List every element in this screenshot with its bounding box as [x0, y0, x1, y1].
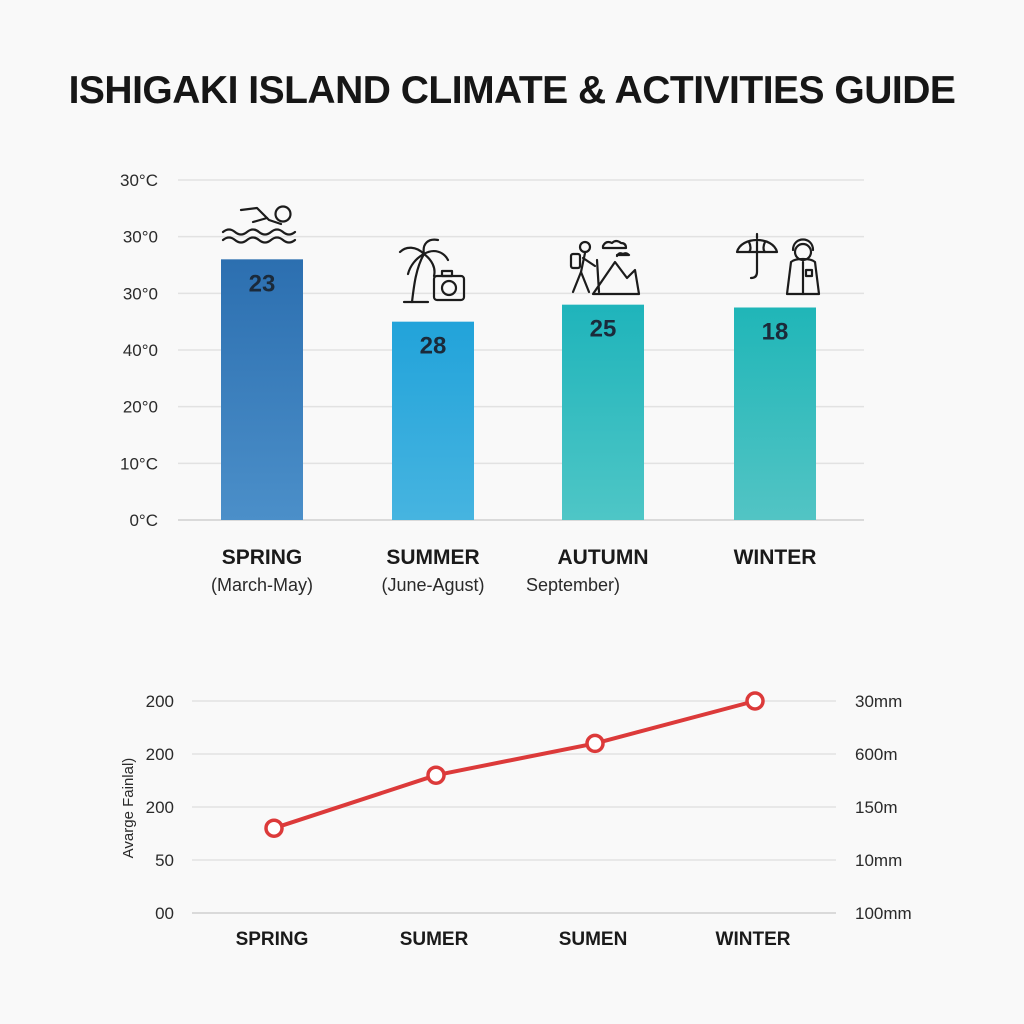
bar-category-label: SPRING: [222, 546, 303, 569]
line-chart-gridlines: [192, 700, 836, 914]
bar-category-label: WINTER: [734, 546, 817, 569]
bar-y-tick-label: 20°0: [123, 398, 158, 417]
line-category-label: SUMER: [400, 929, 469, 950]
line-left-tick-label: 200: [146, 692, 174, 711]
bar-chart-bars: [221, 259, 816, 520]
hiker-mountain-icon: [569, 239, 641, 296]
umbrella-raincoat-icon: [735, 232, 821, 296]
bar-category-label: AUTUMN: [558, 546, 649, 569]
bar-category-subtitle: (March-May): [211, 575, 313, 595]
bar-value-label: 23: [249, 270, 276, 297]
line-right-tick-label: 30mm: [855, 692, 902, 711]
line-right-tick-label: 10mm: [855, 851, 902, 870]
swimmer-icon: [221, 205, 297, 244]
rainfall-point-sumer: [426, 765, 446, 785]
palm-camera-icon: [398, 238, 466, 304]
rainfall-point-winter: [745, 691, 765, 711]
bar-category-subtitle: September): [526, 575, 620, 595]
line-category-label: SPRING: [236, 929, 309, 950]
line-chart-left-axis: 00 50 200 200 200: [146, 692, 174, 923]
line-category-label: SUMEN: [559, 929, 628, 950]
bar-spring: [221, 259, 303, 520]
bar-category-subtitle: (June-Agust): [381, 575, 484, 595]
rainfall-line: [273, 699, 756, 831]
bar-y-tick-label: 10°C: [120, 454, 158, 473]
bar-value-label: 18: [762, 319, 789, 346]
line-chart-x-axis: SPRING SUMER SUMEN WINTER: [236, 929, 791, 950]
bar-value-label: 28: [420, 333, 447, 360]
page-title: ISHIGAKI ISLAND CLIMATE & ACTIVITIES GUI…: [69, 69, 956, 112]
line-category-label: WINTER: [716, 929, 791, 950]
line-left-tick-label: 200: [146, 798, 174, 817]
bar-chart-y-axis: 0°C 10°C 20°0 40°0 30°0 30°0 30°C: [120, 171, 158, 530]
bar-y-tick-label: 30°C: [120, 171, 158, 190]
line-left-tick-label: 00: [155, 904, 174, 923]
bar-y-tick-label: 30°0: [123, 284, 158, 303]
line-chart-series: [264, 691, 765, 838]
bar-autumn: [562, 304, 644, 520]
bar-category-label: SUMMER: [386, 546, 479, 569]
bar-winter: [734, 307, 816, 520]
line-right-tick-label: 150m: [855, 798, 898, 817]
temperature-bar-chart: 0°C 10°C 20°0 40°0 30°0 30°0 30°C 23 28 25 18 SPR…: [120, 171, 864, 595]
line-right-tick-label: 100mm: [855, 904, 912, 923]
bar-y-tick-label: 30°0: [123, 228, 158, 247]
line-left-tick-label: 50: [155, 851, 174, 870]
rainfall-point-sumen: [585, 733, 605, 754]
bar-chart-x-axis: SPRING (March-May) SUMMER (June-Agust) AUTUM…: [211, 546, 816, 595]
bar-y-tick-label: 0°C: [129, 511, 158, 530]
line-chart-right-axis: 100mm 10mm 150m 600m 30mm: [855, 692, 912, 923]
bar-y-tick-label: 40°0: [123, 341, 158, 360]
bar-summer: [392, 321, 474, 520]
rainfall-point-spring: [264, 818, 284, 838]
line-right-tick-label: 600m: [855, 745, 898, 764]
line-chart-y-axis-title: Avarge Fainlal): [120, 758, 137, 859]
rainfall-line-chart: 00 50 200 200 200 100mm 10mm 150m 600m 30mm Avar…: [120, 691, 912, 950]
bar-chart-value-labels: 23 28 25 18: [249, 270, 789, 359]
bar-value-label: 25: [590, 316, 617, 343]
line-left-tick-label: 200: [146, 745, 174, 764]
